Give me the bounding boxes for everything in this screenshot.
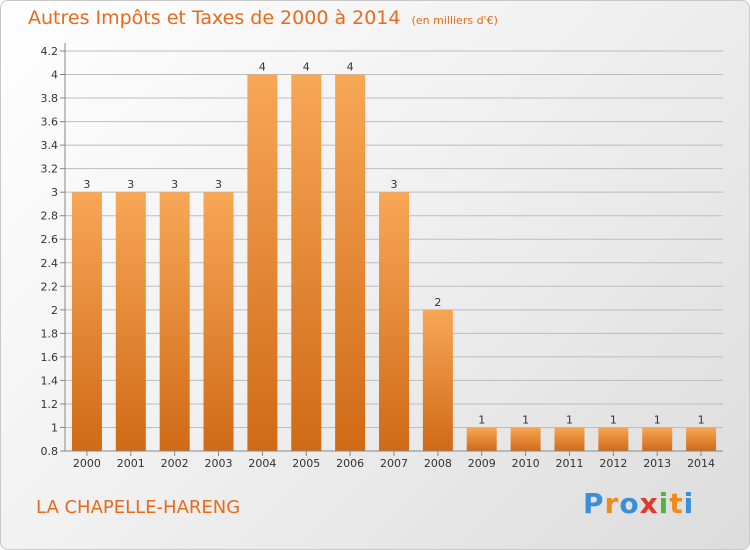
y-tick-label: 3.2	[41, 163, 59, 176]
x-tick-label: 2007	[380, 457, 408, 470]
bar	[554, 427, 585, 451]
data-label: 3	[391, 178, 398, 191]
chart-title: Autres Impôts et Taxes de 2000 à 2014	[28, 7, 401, 29]
y-tick-label: 1.8	[41, 327, 59, 340]
bar	[598, 427, 629, 451]
logo-letter: r	[604, 487, 620, 520]
logo-letter: P	[583, 487, 605, 520]
y-tick-label: 2.2	[41, 280, 59, 293]
data-label: 2	[434, 296, 441, 309]
data-label: 3	[171, 178, 178, 191]
x-tick-label: 2005	[292, 457, 320, 470]
logo-letter: i	[683, 487, 695, 520]
data-label: 1	[610, 413, 617, 426]
y-tick-label: 1.6	[41, 351, 59, 364]
x-tick-label: 2009	[468, 457, 496, 470]
x-tick-label: 2014	[687, 457, 715, 470]
x-tick-label: 2008	[424, 457, 452, 470]
axis-layer	[60, 43, 723, 456]
y-tick-label: 4.2	[41, 45, 59, 58]
label-layer: 0.8 1 1.2 1.4 1.6 1.8 2 2.2 2.4 2.6 2.8 3 3.2 3.4 3.6 3…	[41, 45, 716, 470]
y-tick-label: 4	[51, 69, 58, 82]
x-tick-label: 2004	[248, 457, 276, 470]
x-tick-label: 2013	[643, 457, 671, 470]
bar	[247, 74, 278, 451]
bar	[422, 309, 453, 451]
logo-letter: i	[658, 487, 670, 520]
unit-label: (en milliers d'€)	[411, 14, 498, 27]
y-tick-label: 3.8	[41, 92, 59, 105]
bar	[686, 427, 717, 451]
data-label: 4	[303, 61, 310, 74]
x-tick-label: 2003	[205, 457, 233, 470]
y-tick-label: 1.4	[41, 374, 59, 387]
bar	[115, 192, 146, 452]
bar-layer	[71, 74, 717, 452]
data-label: 3	[83, 178, 90, 191]
logo-letter: o	[619, 487, 640, 520]
y-tick-label: 0.8	[41, 445, 59, 458]
data-label: 3	[215, 178, 222, 191]
data-label: 4	[347, 61, 354, 74]
data-label: 4	[259, 61, 266, 74]
logo-letter: x	[639, 487, 659, 520]
x-tick-label: 2012	[599, 457, 627, 470]
x-tick-label: 2011	[555, 457, 583, 470]
bar	[510, 427, 541, 451]
chart-title-block: Autres Impôts et Taxes de 2000 à 2014 (e…	[28, 7, 498, 29]
x-tick-label: 2006	[336, 457, 364, 470]
proxiti-logo[interactable]: Proxiti	[583, 487, 694, 520]
bar	[466, 427, 497, 451]
data-label: 1	[522, 413, 529, 426]
y-tick-label: 1.2	[41, 398, 59, 411]
data-label: 3	[127, 178, 134, 191]
y-tick-label: 2.8	[41, 210, 59, 223]
bar	[159, 192, 190, 452]
y-tick-label: 3.4	[41, 139, 59, 152]
data-label: 1	[698, 413, 705, 426]
y-tick-label: 2.4	[41, 257, 59, 270]
bar	[291, 74, 322, 451]
bar	[642, 427, 673, 451]
x-tick-label: 2000	[73, 457, 101, 470]
y-tick-label: 3	[51, 186, 58, 199]
bar	[71, 192, 102, 452]
data-label: 1	[478, 413, 485, 426]
y-tick-label: 2.6	[41, 233, 59, 246]
bar	[379, 192, 409, 452]
data-label: 1	[566, 413, 573, 426]
data-label: 1	[654, 413, 661, 426]
logo-letter: t	[669, 487, 684, 520]
x-tick-label: 2010	[512, 457, 540, 470]
y-tick-label: 1	[51, 421, 58, 434]
commune-name: LA CHAPELLE-HARENG	[36, 497, 241, 518]
x-tick-label: 2002	[161, 457, 189, 470]
y-tick-label: 3.6	[41, 116, 59, 129]
x-tick-label: 2001	[117, 457, 145, 470]
bar	[203, 192, 234, 452]
bar	[335, 74, 366, 451]
y-tick-label: 2	[51, 304, 58, 317]
